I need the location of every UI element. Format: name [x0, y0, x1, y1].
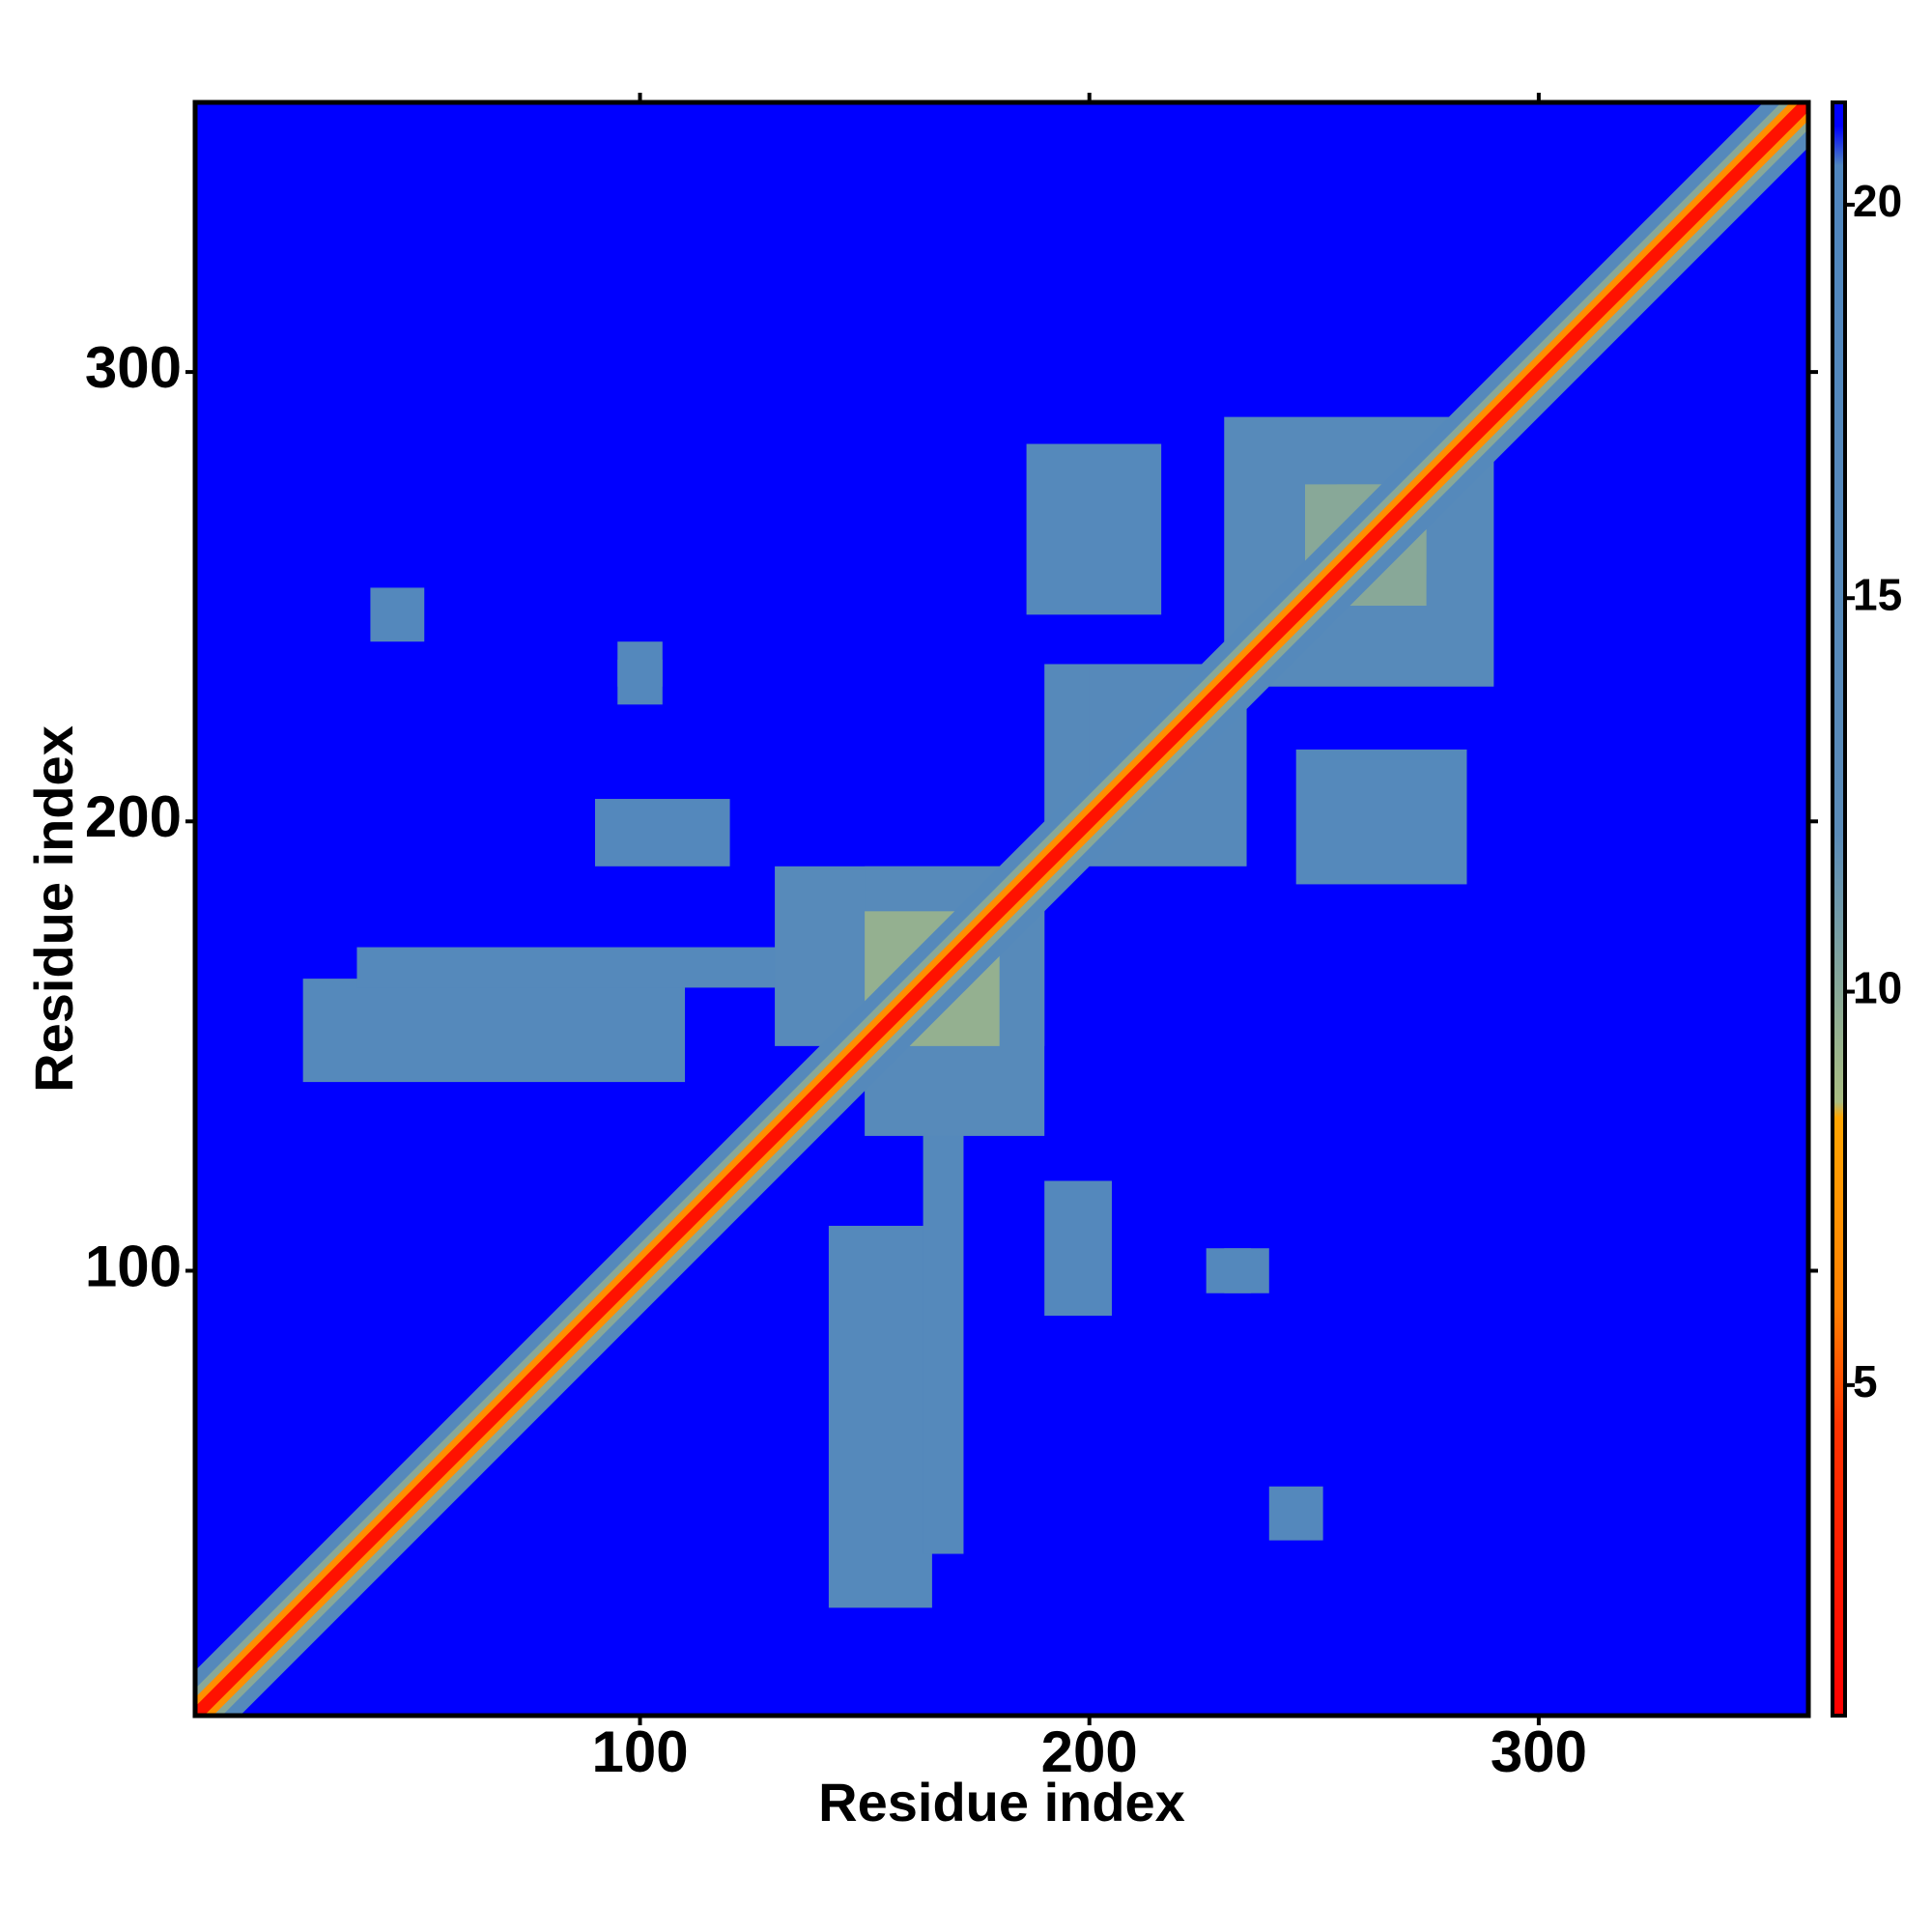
colorbar-tick-label: 20 [1853, 176, 1902, 226]
heatmap-cell [1044, 1180, 1112, 1316]
heatmap-cell [356, 947, 789, 988]
x-tick-label: 100 [591, 1719, 688, 1784]
heatmap-cell [923, 1122, 964, 1554]
colorbar-tick-label: 5 [1853, 1356, 1878, 1406]
y-axis-title: Residue index [23, 725, 84, 1093]
heatmap-cell [617, 659, 663, 705]
y-tick-label: 200 [85, 784, 182, 849]
plot-area [195, 102, 1808, 1716]
heatmap-cell [370, 587, 425, 642]
colorbar-tick-label: 10 [1853, 963, 1902, 1013]
diagonal-band [195, 102, 1808, 1716]
plot-frame [192, 99, 1811, 1719]
colorbar [1831, 100, 1847, 1718]
heatmap-cell [595, 799, 730, 867]
x-tick-label: 200 [1041, 1719, 1138, 1784]
y-tick-label: 300 [85, 335, 182, 400]
heatmap-cell [1295, 749, 1467, 885]
y-tick-label: 100 [85, 1234, 182, 1298]
heatmap-cell [1206, 1248, 1252, 1293]
heatmap-cell [828, 1225, 932, 1608]
heatmap-cell [1268, 1486, 1323, 1541]
x-axis-title: Residue index [818, 1772, 1185, 1833]
heatmap-cell [1026, 443, 1162, 615]
x-tick-label: 300 [1491, 1719, 1587, 1784]
heatmap-cell [302, 979, 686, 1083]
colorbar-tick-label: 15 [1853, 569, 1902, 619]
